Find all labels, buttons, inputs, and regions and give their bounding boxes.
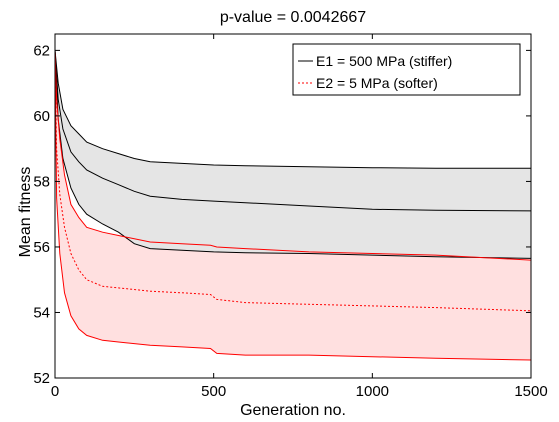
x-tick-label: 0 (51, 383, 59, 400)
x-tick-label: 1000 (356, 383, 389, 400)
band-series-0 (55, 50, 531, 259)
confidence-bands (55, 50, 531, 361)
y-tick-label: 56 (33, 239, 50, 256)
axes-box (54, 33, 532, 379)
y-axis-label: Mean fitness (17, 167, 34, 258)
legend-label-e2: E2 = 5 MPa (softer) (316, 75, 438, 91)
legend-label-e1: E1 = 500 MPa (stiffer) (316, 53, 452, 69)
y-tick-label: 62 (33, 42, 50, 59)
mean-line-series-1 (54, 50, 532, 312)
legend: E1 = 500 MPa (stiffer) E2 = 5 MPa (softe… (292, 43, 521, 96)
lower-bound-line-series-0 (54, 50, 532, 259)
legend-box (292, 43, 521, 96)
upper-bound-line-series-1 (54, 50, 532, 261)
x-tick-label: 500 (201, 383, 226, 400)
x-tick-label: 1500 (514, 383, 547, 400)
axis-ticks: 0 500 1000 1500 52 54 56 58 60 62 (33, 34, 548, 400)
x-axis-label: Generation no. (240, 402, 346, 419)
y-tick-label: 54 (33, 304, 50, 321)
band-series-1 (55, 50, 531, 361)
lower-bound-line-series-1 (54, 50, 532, 361)
mean-line-series-0 (54, 50, 532, 212)
y-tick-label: 52 (33, 370, 50, 387)
y-tick-label: 58 (33, 173, 50, 190)
upper-bound-line-series-0 (54, 50, 531, 169)
y-tick-label: 60 (33, 108, 50, 125)
series-lines (54, 50, 532, 361)
chart-title: p-value = 0.0042667 (220, 9, 366, 26)
